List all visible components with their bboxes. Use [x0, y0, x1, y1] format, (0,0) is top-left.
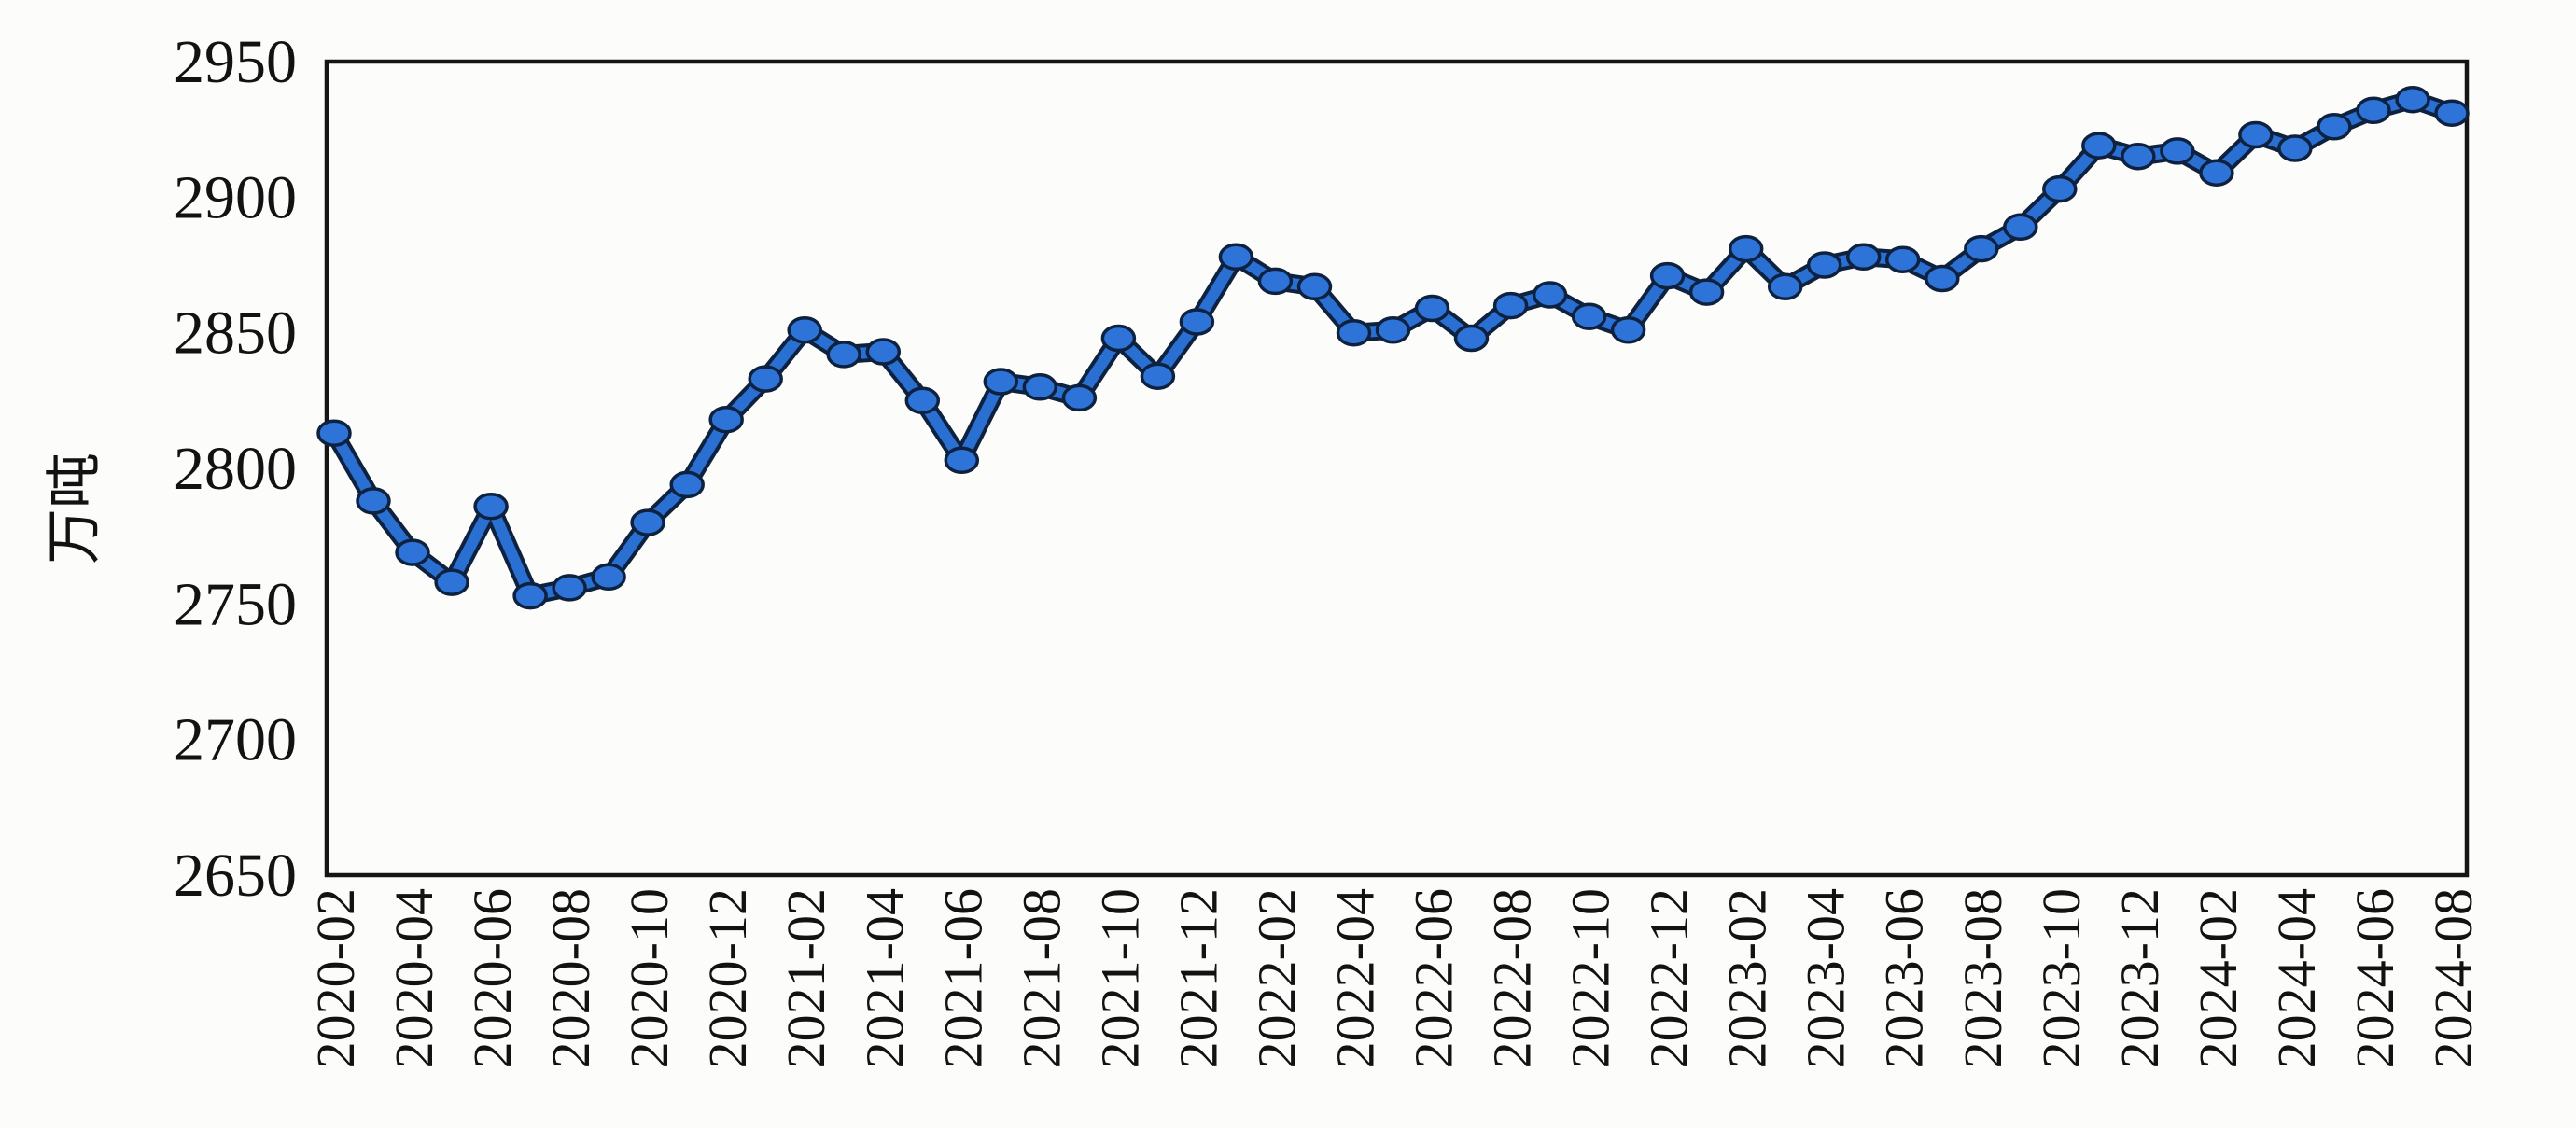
- data-point-marker: [1964, 234, 1999, 263]
- x-tick-label: 2021-08: [1011, 888, 1071, 1068]
- data-point-marker: [1806, 251, 1842, 279]
- data-point-marker: [2395, 85, 2430, 114]
- data-point-marker: [2121, 142, 2156, 171]
- data-point-marker: [1296, 272, 1333, 301]
- x-tick-label: 2020-06: [462, 888, 523, 1068]
- y-tick-label: 2950: [174, 28, 297, 96]
- x-tick-label: 2023-12: [2109, 888, 2170, 1068]
- data-point-marker: [512, 581, 548, 610]
- data-point-marker: [2160, 137, 2195, 165]
- x-tick-label: 2024-06: [2345, 888, 2405, 1068]
- x-tick-label: 2023-02: [1717, 888, 1778, 1068]
- x-tick-label: 2021-02: [776, 888, 836, 1068]
- data-point-marker: [1884, 245, 1921, 273]
- x-tick-label: 2020-04: [384, 888, 444, 1068]
- data-point-marker: [395, 538, 430, 566]
- data-point-marker: [1179, 308, 1215, 336]
- x-tick-label: 2023-08: [1953, 888, 2013, 1068]
- x-tick-label: 2022-04: [1324, 888, 1385, 1068]
- data-point-marker: [1728, 234, 1764, 263]
- data-point-marker: [1375, 316, 1411, 344]
- x-tick-label: 2022-12: [1639, 888, 1700, 1068]
- data-point-marker: [1336, 318, 1372, 347]
- x-tick-label: 2021-04: [854, 888, 915, 1068]
- data-point-marker: [2003, 213, 2038, 242]
- x-tick-label: 2022-02: [1246, 888, 1307, 1068]
- x-tick-label: 2020-02: [305, 888, 366, 1068]
- data-point-marker: [356, 487, 391, 515]
- x-tick-label: 2021-12: [1168, 888, 1228, 1068]
- data-point-marker: [2238, 120, 2274, 149]
- data-point-marker: [1845, 243, 1882, 272]
- data-point-marker: [1649, 261, 1686, 290]
- x-tick-label: 2020-08: [540, 888, 601, 1068]
- x-tick-label: 2023-04: [1796, 888, 1856, 1068]
- data-point-marker: [1257, 267, 1294, 296]
- y-tick-label: 2750: [174, 570, 297, 638]
- data-point-marker: [1061, 383, 1098, 412]
- data-point-marker: [2277, 134, 2313, 162]
- data-point-marker: [630, 508, 665, 536]
- x-tick-label: 2021-06: [932, 888, 993, 1068]
- data-point-marker: [1453, 324, 1490, 353]
- y-tick-label: 2650: [174, 842, 297, 910]
- y-axis-unit-label: 万吨: [44, 453, 105, 564]
- x-tick-label: 2021-10: [1089, 888, 1150, 1068]
- x-tick-label: 2020-12: [697, 888, 758, 1068]
- data-point-marker: [1767, 272, 1803, 301]
- data-point-marker: [1414, 294, 1450, 323]
- x-tick-label: 2022-10: [1561, 888, 1621, 1068]
- y-tick-label: 2800: [174, 435, 297, 503]
- data-point-marker: [748, 365, 783, 393]
- x-tick-label: 2023-06: [1874, 888, 1935, 1068]
- data-point-marker: [2042, 174, 2078, 203]
- data-point-marker: [865, 338, 902, 366]
- data-point-marker: [983, 368, 1019, 396]
- data-point-marker: [1610, 316, 1646, 344]
- data-point-marker: [2434, 99, 2470, 127]
- data-point-marker: [826, 341, 861, 369]
- x-tick-label: 2024-08: [2423, 888, 2484, 1068]
- data-point-marker: [434, 568, 469, 596]
- x-tick-label: 2022-08: [1482, 888, 1543, 1068]
- y-tick-label: 2700: [174, 706, 297, 774]
- data-point-marker: [708, 405, 744, 434]
- data-point-marker: [904, 386, 941, 415]
- data-point-marker: [1532, 281, 1568, 309]
- y-tick-label: 2900: [174, 163, 297, 231]
- data-point-marker: [473, 492, 509, 521]
- data-point-marker: [2356, 96, 2391, 125]
- data-point-marker: [1492, 291, 1529, 320]
- data-point-marker: [1140, 362, 1176, 390]
- data-point-marker: [2081, 132, 2117, 160]
- x-tick-label: 2022-06: [1404, 888, 1464, 1068]
- data-point-marker: [1100, 324, 1137, 353]
- axis-frame: [324, 59, 2470, 878]
- data-point-marker: [787, 316, 822, 344]
- x-tick-label: 2024-02: [2188, 888, 2248, 1068]
- data-point-marker: [1022, 373, 1058, 401]
- data-point-marker: [1688, 278, 1725, 306]
- data-point-marker: [944, 446, 980, 475]
- data-point-marker: [1218, 243, 1254, 272]
- data-point-marker: [316, 419, 352, 447]
- x-tick-label: 2020-10: [619, 888, 679, 1068]
- x-tick-label: 2024-04: [2266, 888, 2327, 1068]
- data-point-marker: [552, 574, 587, 602]
- data-point-marker: [1925, 264, 1960, 293]
- data-point-marker: [591, 563, 626, 592]
- x-tick-label: 2023-10: [2031, 888, 2092, 1068]
- y-tick-label: 2850: [174, 299, 297, 368]
- data-point-marker: [1571, 302, 1607, 330]
- data-point-marker: [2199, 159, 2234, 187]
- data-point-marker: [2317, 113, 2352, 141]
- data-point-marker: [669, 470, 705, 499]
